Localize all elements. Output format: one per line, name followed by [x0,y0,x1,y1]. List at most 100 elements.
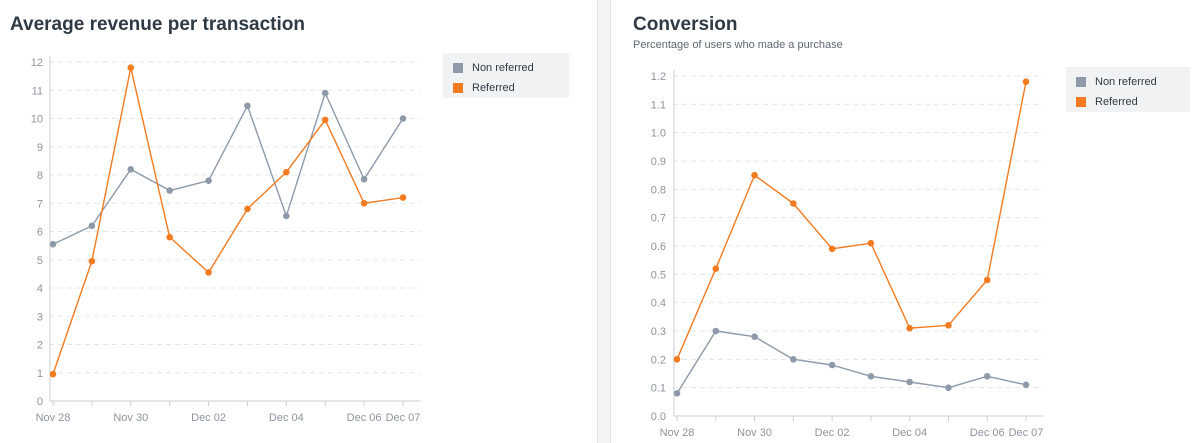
data-point-referred [751,171,758,179]
data-point-referred [867,239,875,247]
data-point-referred [127,64,135,71]
conversion-chart-panel: Conversion Percentage of users who made … [611,0,1200,443]
y-tick-label: 0.7 [651,213,666,225]
y-tick-label: 0 [37,396,43,408]
chart-subtitle: Percentage of users who made a purchase [633,39,843,51]
data-point-non-referred [127,166,135,173]
y-tick-label: 0.3 [651,326,666,338]
chart-title: Conversion [633,14,738,35]
y-tick-label: 8 [37,170,43,182]
data-point-non-referred [906,378,913,386]
data-point-non-referred [828,361,836,369]
data-point-referred [712,265,720,272]
x-tick-label: Dec 07 [386,412,421,424]
legend-item-non-referred[interactable]: Non referred [453,58,559,78]
data-point-non-referred [983,373,991,380]
data-point-referred [205,269,212,276]
legend-label: Non referred [1095,76,1157,88]
data-point-referred [906,324,913,332]
data-point-referred [399,194,407,201]
x-tick-label: Nov 30 [113,412,148,424]
legend-item-referred[interactable]: Referred [453,78,559,98]
data-point-non-referred [399,115,407,122]
legend-label: Non referred [472,62,534,74]
y-tick-label: 6 [37,227,43,239]
legend-label: Referred [472,82,515,94]
y-tick-label: 7 [37,198,43,210]
data-point-non-referred [283,212,290,220]
data-point-referred [1022,78,1030,85]
x-tick-label: Nov 28 [660,427,695,439]
data-point-non-referred [166,187,173,194]
y-tick-label: 12 [31,57,43,69]
y-tick-label: 1.0 [651,128,666,140]
data-point-non-referred [1022,381,1030,389]
x-tick-label: Dec 06 [970,427,1005,439]
data-point-non-referred [88,222,96,230]
data-point-referred [49,370,57,378]
data-point-non-referred [360,175,368,183]
series-line-referred [52,66,404,375]
data-point-non-referred [945,384,952,391]
x-tick-label: Dec 04 [269,412,304,424]
x-tick-label: Dec 02 [191,412,226,424]
y-tick-label: 2 [37,340,43,352]
data-point-referred [88,257,96,265]
series-line-non-referred [676,330,1027,394]
data-point-non-referred [712,327,720,335]
y-tick-label: 1.2 [651,71,666,83]
y-tick-label: 1 [37,368,43,380]
y-tick-label: 5 [37,255,43,267]
data-point-referred [983,276,991,284]
data-point-non-referred [321,89,329,97]
data-point-non-referred [790,356,797,363]
y-tick-label: 11 [32,85,43,97]
legend-swatch [1076,97,1086,107]
data-point-non-referred [244,102,251,110]
legend-item-referred[interactable]: Referred [1076,92,1180,112]
panel-divider [597,0,611,443]
y-tick-label: 0.8 [651,184,666,196]
conversion-line-chart: 0.0 0.1 0.2 0.3 0.4 0.5 0.6 0.7 0.8 0.9 1.0 1.1 1.2 N… [651,70,1044,439]
x-tick-label: Nov 28 [36,412,71,424]
chart-title: Average revenue per transaction [10,14,305,35]
data-point-referred [945,322,952,329]
x-tick-label: Dec 02 [815,427,850,439]
legend-swatch [453,63,463,73]
series-line-referred [676,81,1027,360]
legend-label: Referred [1095,96,1138,108]
data-point-non-referred [49,240,57,248]
data-point-referred [321,116,329,124]
x-tick-label: Dec 07 [1009,427,1044,439]
x-tick-label: Dec 06 [347,412,382,424]
data-point-non-referred [205,177,212,184]
data-point-referred [244,205,251,213]
y-tick-label: 0.9 [651,156,666,168]
y-tick-label: 0.1 [651,383,666,395]
legend-swatch [1076,77,1086,87]
data-point-non-referred [673,390,681,397]
x-tick-label: Dec 04 [892,427,927,439]
y-tick-label: 10 [31,114,43,126]
y-tick-label: 0.0 [651,411,666,423]
data-point-non-referred [867,373,875,380]
x-tick-label: Nov 30 [737,427,772,439]
y-tick-label: 0.4 [651,298,666,310]
y-tick-label: 0.5 [651,269,666,281]
y-tick-label: 3 [37,311,43,323]
chart-legend: Non referred Referred [443,53,569,98]
data-point-referred [790,200,797,207]
y-tick-label: 4 [37,283,43,295]
data-point-referred [283,168,290,176]
legend-item-non-referred[interactable]: Non referred [1076,72,1180,92]
chart-legend: Non referred Referred [1066,67,1190,112]
series-line-non-referred [52,92,404,245]
y-tick-label: 0.2 [651,354,666,366]
data-point-referred [673,356,681,363]
data-point-non-referred [751,333,758,340]
data-point-referred [166,233,173,241]
data-point-referred [828,245,836,253]
data-point-referred [360,199,368,207]
